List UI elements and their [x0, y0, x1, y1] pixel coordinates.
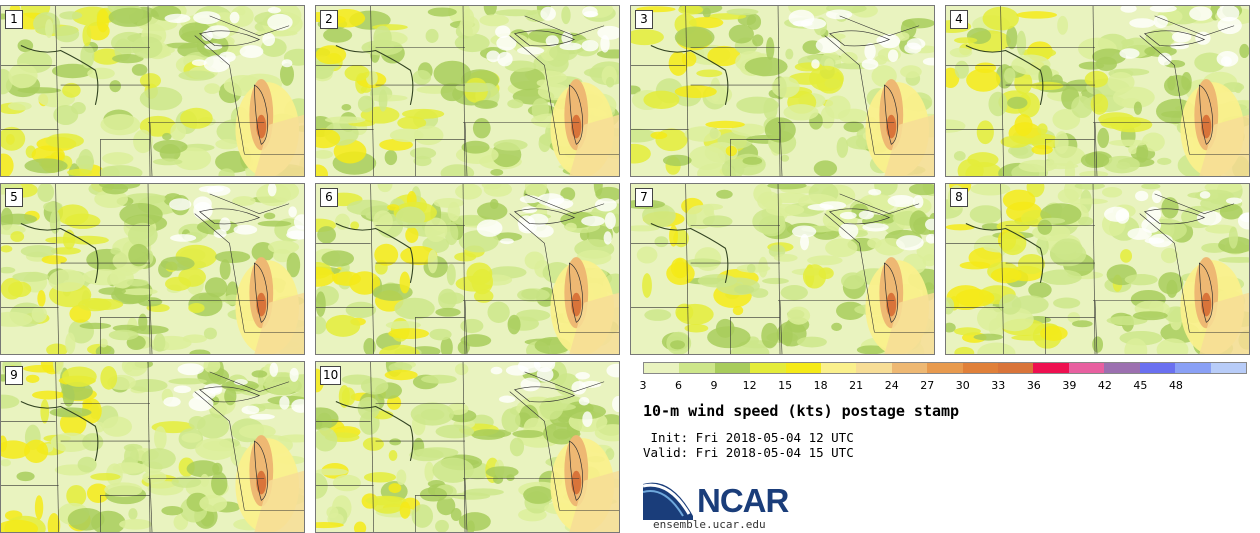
- colorbar-tick-label: 21: [849, 379, 864, 392]
- wind-speed-map: [946, 184, 1249, 354]
- panel-number: 1: [5, 10, 23, 29]
- colorbar-segment: [1068, 363, 1105, 373]
- panel-number: 8: [950, 188, 968, 207]
- colorbar-tick-label: 33: [991, 379, 1006, 392]
- colorbar-tick-label: 18: [813, 379, 828, 392]
- colorbar-segment: [927, 363, 963, 373]
- colorbar-segment: [785, 363, 822, 373]
- map-panel-10: 10: [315, 361, 620, 533]
- wind-speed-map: [946, 6, 1249, 176]
- colorbar-segment: [1104, 363, 1140, 373]
- colorbar-segment: [750, 363, 786, 373]
- map-panel-2: 2: [315, 5, 620, 177]
- colorbar-tick-label: 6: [675, 379, 683, 392]
- panel-number: 6: [320, 188, 338, 207]
- colorbar-segment: [891, 363, 928, 373]
- init-time: Init: Fri 2018-05-04 12 UTC: [643, 430, 854, 445]
- valid-time: Valid: Fri 2018-05-04 15 UTC: [643, 445, 854, 460]
- colorbar-segment: [998, 363, 1034, 373]
- panel-number: 7: [635, 188, 653, 207]
- wind-speed-map: [1, 184, 304, 354]
- colorbar-tick-label: 39: [1062, 379, 1077, 392]
- panel-number: 4: [950, 10, 968, 29]
- colorbar: [643, 362, 1247, 374]
- colorbar-segment: [1033, 363, 1069, 373]
- colorbar-tick-label: 48: [1168, 379, 1183, 392]
- logo-text: NCAR: [697, 482, 789, 519]
- colorbar-tick-label: 9: [710, 379, 718, 392]
- colorbar-segment: [679, 363, 715, 373]
- colorbar-tick-label: 24: [884, 379, 899, 392]
- wind-speed-map: [1, 362, 304, 532]
- colorbar-segment: [1139, 363, 1176, 373]
- map-panel-5: 5: [0, 183, 305, 355]
- colorbar-tick-label: 42: [1097, 379, 1112, 392]
- site-url: ensemble.ucar.edu: [653, 518, 766, 531]
- colorbar-labels: 3 6 9 12 15 18 21 24 27 30 33 36 39 42 45 48: [639, 379, 1247, 393]
- colorbar-segment: [856, 363, 892, 373]
- colorbar-tick-label: 15: [778, 379, 793, 392]
- colorbar-segment: [1210, 363, 1246, 373]
- colorbar-tick-label: 3: [639, 379, 647, 392]
- colorbar-segment: [962, 363, 999, 373]
- map-panel-9: 9: [0, 361, 305, 533]
- colorbar-tick-label: 36: [1026, 379, 1041, 392]
- panel-number: 10: [320, 366, 342, 385]
- colorbar-tick-label: 30: [955, 379, 970, 392]
- map-panel-1: 1: [0, 5, 305, 177]
- wind-speed-map: [316, 184, 619, 354]
- panel-number: 9: [5, 366, 23, 385]
- colorbar-tick-label: 45: [1133, 379, 1148, 392]
- colorbar-segment: [821, 363, 857, 373]
- map-panel-8: 8: [945, 183, 1250, 355]
- panel-number: 5: [5, 188, 23, 207]
- wind-speed-map: [1, 6, 304, 176]
- colorbar-tick-label: 27: [920, 379, 935, 392]
- plot-title: 10-m wind speed (kts) postage stamp: [643, 402, 960, 420]
- wind-speed-map: [631, 6, 934, 176]
- colorbar-segment: [1175, 363, 1211, 373]
- colorbar-segment: [644, 363, 680, 373]
- ncar-logo-icon: [643, 482, 693, 520]
- wind-speed-map: [316, 362, 619, 532]
- map-panel-7: 7: [630, 183, 935, 355]
- map-panel-4: 4: [945, 5, 1250, 177]
- panel-number: 2: [320, 10, 338, 29]
- wind-speed-map: [631, 184, 934, 354]
- map-panel-6: 6: [315, 183, 620, 355]
- map-panel-3: 3: [630, 5, 935, 177]
- colorbar-segment: [714, 363, 751, 373]
- panel-number: 3: [635, 10, 653, 29]
- wind-speed-map: [316, 6, 619, 176]
- colorbar-tick-label: 12: [742, 379, 757, 392]
